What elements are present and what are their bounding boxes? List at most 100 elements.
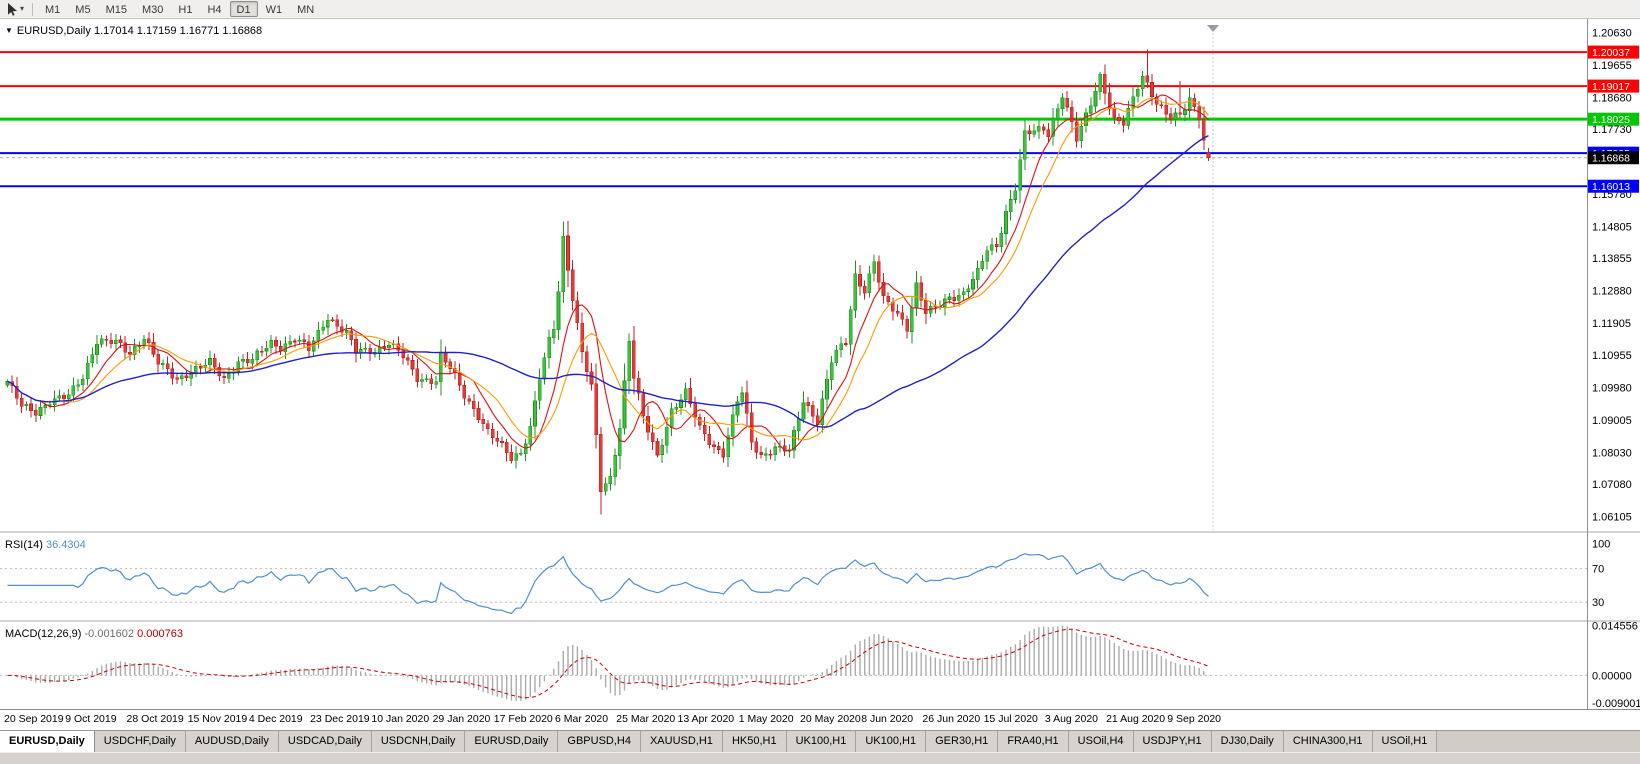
hline-tag-1.18025	[1588, 112, 1639, 126]
svg-text:1.14805: 1.14805	[1592, 222, 1632, 234]
hline-tag-1.19017	[1588, 79, 1639, 93]
svg-text:10 Jan 2020: 10 Jan 2020	[371, 713, 429, 725]
ma-50-line	[7, 134, 1209, 428]
tab-usdcnh-daily[interactable]: USDCNH,Daily	[371, 731, 466, 752]
svg-text:100: 100	[1592, 538, 1610, 550]
svg-text:1.20630: 1.20630	[1592, 27, 1632, 39]
svg-text:1.19017: 1.19017	[1592, 81, 1630, 93]
cursor-arrow-icon	[8, 3, 17, 16]
svg-text:20 May 2020: 20 May 2020	[800, 713, 861, 725]
tab-gbpusd-h4[interactable]: GBPUSD,H4	[558, 731, 641, 752]
svg-text:6 Mar 2020: 6 Mar 2020	[555, 713, 608, 725]
hline-tag-1.16013	[1588, 179, 1639, 193]
one-click-trading-icon[interactable]: ▼	[5, 26, 13, 35]
timeframe-d1-button[interactable]: D1	[229, 1, 258, 17]
chart-canvas[interactable]: 1.206301.196551.186801.177301.157801.148…	[0, 19, 1640, 730]
timeframe-m15-button[interactable]: M15	[105, 4, 127, 16]
tab-fra40-h1[interactable]: FRA40,H1	[998, 731, 1069, 752]
svg-text:1 May 2020: 1 May 2020	[739, 713, 794, 725]
svg-text:0.00000: 0.00000	[1592, 670, 1632, 682]
timeframe-w1-button[interactable]: W1	[265, 4, 283, 16]
tab-dj30-daily[interactable]: DJ30,Daily	[1211, 731, 1284, 752]
tab-usdjpy-h1[interactable]: USDJPY,H1	[1133, 731, 1212, 752]
svg-text:20 Sep 2019: 20 Sep 2019	[4, 713, 64, 725]
timeframe-h4-button[interactable]: H4	[207, 4, 222, 16]
svg-text:70: 70	[1592, 564, 1604, 576]
status-strip	[0, 752, 1640, 764]
tab-xauusd-h1[interactable]: XAUUSD,H1	[640, 731, 723, 752]
horizontal-lines	[0, 51, 1587, 188]
chart-tabs: EURUSD,Daily USDCHF,Daily AUDUSD,Daily USDC…	[0, 730, 1640, 752]
time-axis[interactable]: 20 Sep 2019 9 Oct 2019 28 Oct 2019 15 Nov 2…	[4, 713, 1221, 725]
tab-uk100-h1[interactable]: UK100,H1	[856, 731, 927, 752]
svg-text:25 Mar 2020: 25 Mar 2020	[616, 713, 675, 725]
tab-uk100-h1[interactable]: UK100,H1	[786, 731, 857, 752]
svg-text:1.20037: 1.20037	[1592, 47, 1630, 59]
svg-text:1.12880: 1.12880	[1592, 286, 1632, 298]
svg-text:0.014556: 0.014556	[1592, 621, 1638, 633]
svg-text:-0.009001: -0.009001	[1592, 698, 1640, 710]
timeframe-mn-button[interactable]: MN	[297, 4, 315, 16]
svg-text:1.16013: 1.16013	[1592, 181, 1630, 193]
svg-text:29 Jan 2020: 29 Jan 2020	[433, 713, 491, 725]
cursor-tool-icon[interactable]	[6, 2, 19, 16]
macd-signal-line	[7, 628, 1209, 699]
rsi-line	[7, 553, 1209, 615]
tab-audusd-daily[interactable]: AUDUSD,Daily	[185, 731, 279, 752]
dropdown-caret-icon[interactable]: ▾	[20, 4, 25, 13]
ma-13-line	[7, 97, 1209, 441]
tab-usoil-h1[interactable]: USOil,H1	[1372, 731, 1438, 752]
toolbar-separator	[32, 2, 34, 16]
timeframe-m30-button[interactable]: M30	[141, 4, 164, 16]
svg-text:3 Aug 2020: 3 Aug 2020	[1045, 713, 1098, 725]
svg-text:1.09980: 1.09980	[1592, 382, 1632, 394]
svg-text:30: 30	[1592, 597, 1604, 609]
svg-text:17 Feb 2020: 17 Feb 2020	[494, 713, 553, 725]
svg-text:15 Nov 2019: 15 Nov 2019	[188, 713, 248, 725]
timeframe-buttons: M1 M5 M15 M30 H1 H4 D1 W1 MN	[38, 1, 322, 17]
tab-hk50-h1[interactable]: HK50,H1	[722, 731, 787, 752]
svg-text:13 Apr 2020: 13 Apr 2020	[678, 713, 735, 725]
svg-text:8 Jun 2020: 8 Jun 2020	[861, 713, 913, 725]
tab-eurusd-daily[interactable]: EURUSD,Daily	[465, 731, 559, 752]
current-price-tag	[1588, 151, 1639, 165]
tab-usdchf-daily[interactable]: USDCHF,Daily	[94, 731, 186, 752]
svg-text:9 Oct 2019: 9 Oct 2019	[65, 713, 117, 725]
tab-usdcad-daily[interactable]: USDCAD,Daily	[278, 731, 372, 752]
tab-china300-h1[interactable]: CHINA300,H1	[1283, 731, 1373, 752]
svg-text:1.10955: 1.10955	[1592, 350, 1632, 362]
svg-text:1.11905: 1.11905	[1592, 318, 1631, 330]
up-wicks	[7, 70, 1191, 496]
timeframe-h1-button[interactable]: H1	[178, 4, 193, 16]
svg-text:1.17730: 1.17730	[1592, 124, 1632, 136]
tab-eurusd-daily[interactable]: EURUSD,Daily	[0, 731, 95, 752]
svg-text:1.19655: 1.19655	[1592, 60, 1632, 72]
price-axis[interactable]: 1.206301.196551.186801.177301.157801.148…	[1592, 27, 1632, 523]
timeframe-m5-button[interactable]: M5	[75, 4, 91, 16]
svg-text:1.06105: 1.06105	[1592, 512, 1632, 524]
svg-text:15 Jul 2020: 15 Jul 2020	[984, 713, 1038, 725]
macd-histogram	[11, 625, 1210, 701]
hline-tag-1.20037	[1588, 45, 1639, 59]
timeframe-m1-button[interactable]: M1	[45, 4, 61, 16]
svg-text:1.18680: 1.18680	[1592, 92, 1632, 104]
svg-text:9 Sep 2020: 9 Sep 2020	[1167, 713, 1221, 725]
svg-text:1.08030: 1.08030	[1592, 447, 1632, 459]
svg-text:1.09005: 1.09005	[1592, 415, 1632, 427]
chart-area: 1.20630 1.19655 1.18680 1.17730 1.15780 1.148…	[0, 19, 1640, 730]
svg-text:1.16868: 1.16868	[1592, 153, 1630, 165]
svg-text:1.18025: 1.18025	[1592, 114, 1630, 126]
tab-ger30-h1[interactable]: GER30,H1	[926, 731, 999, 752]
ma-8-line	[7, 94, 1209, 452]
svg-text:1.13855: 1.13855	[1592, 253, 1632, 265]
svg-text:21 Aug 2020: 21 Aug 2020	[1106, 713, 1165, 725]
timeframe-toolbar: ▾ M1 M5 M15 M30 H1 H4 D1 W1 MN	[0, 0, 1640, 19]
tab-usoil-h4[interactable]: USOil,H4	[1068, 731, 1134, 752]
svg-text:23 Dec 2019: 23 Dec 2019	[310, 713, 370, 725]
chart-shift-marker-icon	[1207, 25, 1219, 32]
svg-text:1.07080: 1.07080	[1592, 479, 1632, 491]
svg-text:4 Dec 2019: 4 Dec 2019	[249, 713, 303, 725]
svg-text:28 Oct 2019: 28 Oct 2019	[127, 713, 184, 725]
svg-text:26 Jun 2020: 26 Jun 2020	[922, 713, 980, 725]
